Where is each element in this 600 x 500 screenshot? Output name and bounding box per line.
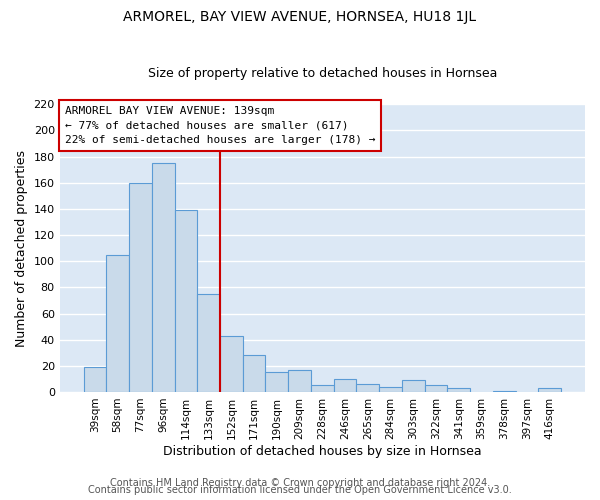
Bar: [220, 336, 243, 392]
Text: Contains public sector information licensed under the Open Government Licence v3: Contains public sector information licen…: [88, 485, 512, 495]
Bar: [83, 367, 106, 392]
Bar: [425, 386, 448, 392]
Bar: [197, 294, 220, 392]
Text: Contains HM Land Registry data © Crown copyright and database right 2024.: Contains HM Land Registry data © Crown c…: [110, 478, 490, 488]
Bar: [175, 210, 197, 392]
Bar: [379, 386, 402, 392]
Bar: [243, 356, 265, 392]
X-axis label: Distribution of detached houses by size in Hornsea: Distribution of detached houses by size …: [163, 444, 482, 458]
Text: ARMOREL BAY VIEW AVENUE: 139sqm
← 77% of detached houses are smaller (617)
22% o: ARMOREL BAY VIEW AVENUE: 139sqm ← 77% of…: [65, 106, 376, 146]
Bar: [448, 388, 470, 392]
Bar: [311, 386, 334, 392]
Bar: [334, 379, 356, 392]
Bar: [356, 384, 379, 392]
Bar: [106, 254, 129, 392]
Bar: [288, 370, 311, 392]
Bar: [152, 163, 175, 392]
Bar: [402, 380, 425, 392]
Bar: [493, 390, 515, 392]
Bar: [129, 182, 152, 392]
Bar: [538, 388, 561, 392]
Bar: [265, 372, 288, 392]
Y-axis label: Number of detached properties: Number of detached properties: [15, 150, 28, 346]
Text: ARMOREL, BAY VIEW AVENUE, HORNSEA, HU18 1JL: ARMOREL, BAY VIEW AVENUE, HORNSEA, HU18 …: [124, 10, 476, 24]
Title: Size of property relative to detached houses in Hornsea: Size of property relative to detached ho…: [148, 66, 497, 80]
